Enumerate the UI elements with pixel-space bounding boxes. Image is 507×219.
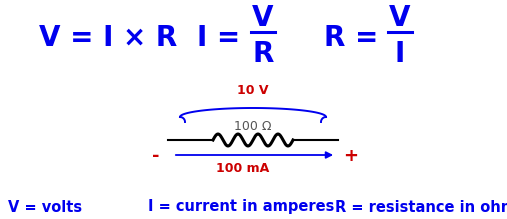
Text: +: +	[344, 147, 358, 165]
Text: I: I	[395, 40, 405, 68]
Text: V = I × R: V = I × R	[39, 24, 177, 52]
Text: -: -	[152, 147, 160, 165]
Text: I = current in amperes: I = current in amperes	[148, 200, 335, 214]
Text: R = resistance in ohms: R = resistance in ohms	[335, 200, 507, 214]
Text: 100 mA: 100 mA	[216, 161, 270, 175]
Text: R: R	[252, 40, 274, 68]
Text: V: V	[389, 4, 411, 32]
Text: V: V	[252, 4, 274, 32]
Text: V = volts: V = volts	[8, 200, 82, 214]
Text: 10 V: 10 V	[237, 83, 269, 97]
Text: I =: I =	[197, 24, 240, 52]
Text: 100 Ω: 100 Ω	[234, 120, 272, 134]
Text: R =: R =	[323, 24, 378, 52]
